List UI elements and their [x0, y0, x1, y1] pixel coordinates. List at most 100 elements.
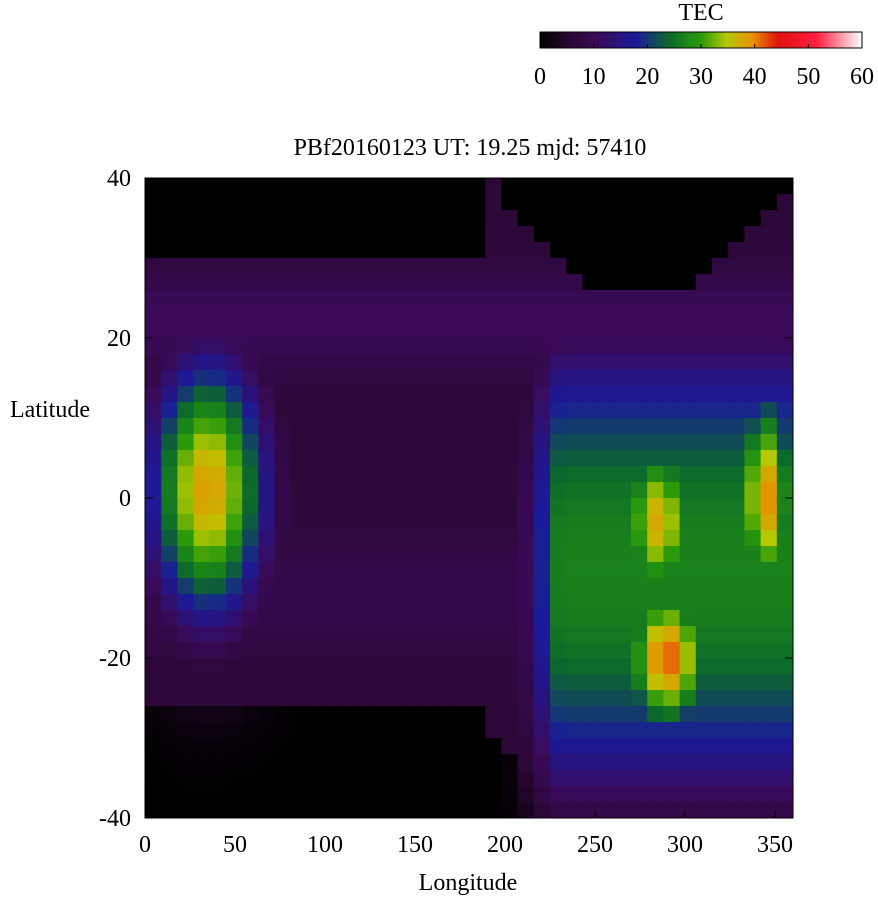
heatmap-cell	[436, 610, 454, 627]
heatmap-cell	[485, 322, 502, 339]
heatmap-cell	[744, 466, 762, 483]
heatmap-cell	[452, 242, 470, 259]
heatmap-cell	[258, 546, 276, 563]
heatmap-cell	[485, 498, 502, 515]
heatmap-cell	[145, 450, 162, 467]
heatmap-cell	[452, 690, 470, 707]
heatmap-cell	[679, 674, 697, 691]
heatmap-cell	[193, 258, 211, 275]
heatmap-cell	[533, 226, 551, 243]
heatmap-cell	[598, 386, 616, 403]
heatmap-cell	[712, 194, 729, 211]
heatmap-cell	[355, 706, 373, 723]
heatmap-cell	[744, 802, 762, 819]
heatmap-cell	[631, 178, 648, 195]
heatmap-cell	[209, 466, 227, 483]
heatmap-cell	[242, 274, 259, 291]
heatmap-cell	[193, 754, 211, 771]
heatmap-cell	[663, 322, 681, 339]
heatmap-cell	[663, 626, 681, 643]
heatmap-cell	[582, 706, 600, 723]
heatmap-cell	[760, 370, 778, 387]
heatmap-cell	[695, 242, 713, 259]
heatmap-cell	[614, 626, 632, 643]
heatmap-cell	[371, 194, 389, 211]
heatmap-cell	[614, 450, 632, 467]
heatmap-cell	[420, 178, 438, 195]
heatmap-cell	[728, 402, 745, 419]
heatmap-cell	[744, 482, 762, 499]
heatmap-cell	[226, 642, 243, 659]
heatmap-cell	[582, 274, 600, 291]
heatmap-cell	[388, 338, 405, 355]
heatmap-cell	[145, 274, 162, 291]
heatmap-cell	[744, 402, 762, 419]
heatmap-cell	[161, 370, 178, 387]
heatmap-cell	[695, 386, 713, 403]
heatmap-cell	[744, 258, 762, 275]
heatmap-cell	[679, 722, 697, 739]
heatmap-cell	[760, 802, 778, 819]
heatmap-cell	[307, 674, 324, 691]
heatmap-cell	[420, 450, 438, 467]
heatmap-cell	[485, 418, 502, 435]
heatmap-cell	[469, 690, 486, 707]
heatmap-cell	[161, 434, 178, 451]
heatmap-cell	[663, 770, 681, 787]
heatmap-cell	[258, 530, 276, 547]
heatmap-cell	[663, 290, 681, 307]
heatmap-cell	[744, 610, 762, 627]
heatmap-cell	[663, 802, 681, 819]
heatmap-cell	[226, 770, 243, 787]
heatmap-cell	[533, 786, 551, 803]
heatmap-cell	[663, 754, 681, 771]
heatmap-cell	[323, 322, 340, 339]
heatmap-cell	[647, 754, 664, 771]
heatmap-cell	[209, 402, 227, 419]
heatmap-cell	[339, 386, 357, 403]
heatmap-cell	[501, 514, 519, 531]
heatmap-cell	[566, 658, 583, 675]
heatmap-cell	[533, 690, 551, 707]
heatmap-cell	[339, 450, 357, 467]
heatmap-cell	[631, 802, 648, 819]
heatmap-cell	[177, 610, 195, 627]
heatmap-cell	[614, 802, 632, 819]
heatmap-cell	[355, 626, 373, 643]
heatmap-cell	[371, 642, 389, 659]
heatmap-cell	[760, 562, 778, 579]
heatmap-cell	[760, 178, 778, 195]
heatmap-cell	[258, 322, 276, 339]
heatmap-cell	[258, 674, 276, 691]
heatmap-cell	[404, 690, 421, 707]
heatmap-cell	[161, 770, 178, 787]
heatmap-cell	[436, 450, 454, 467]
heatmap-cell	[242, 402, 259, 419]
heatmap-cell	[323, 514, 340, 531]
heatmap-cell	[436, 562, 454, 579]
heatmap-cell	[242, 178, 259, 195]
heatmap-cell	[469, 722, 486, 739]
chart-title: PBf20160123 UT: 19.25 mjd: 57410	[294, 135, 647, 161]
heatmap-cell	[177, 338, 195, 355]
heatmap-cell	[371, 274, 389, 291]
heatmap-cell	[582, 258, 600, 275]
heatmap-cell	[631, 466, 648, 483]
heatmap-cell	[647, 530, 664, 547]
heatmap-cell	[695, 418, 713, 435]
heatmap-cell	[776, 562, 794, 579]
heatmap-cell	[404, 194, 421, 211]
heatmap-cell	[550, 786, 567, 803]
colorbar-tick-label: 10	[582, 64, 606, 90]
heatmap-cell	[598, 706, 616, 723]
heatmap-cell	[404, 466, 421, 483]
heatmap-cell	[226, 386, 243, 403]
heatmap-cell	[550, 514, 567, 531]
heatmap-cell	[679, 354, 697, 371]
heatmap-cell	[323, 786, 340, 803]
heatmap-cell	[274, 178, 292, 195]
heatmap-cell	[436, 626, 454, 643]
heatmap-cell	[420, 386, 438, 403]
heatmap-cell	[226, 434, 243, 451]
